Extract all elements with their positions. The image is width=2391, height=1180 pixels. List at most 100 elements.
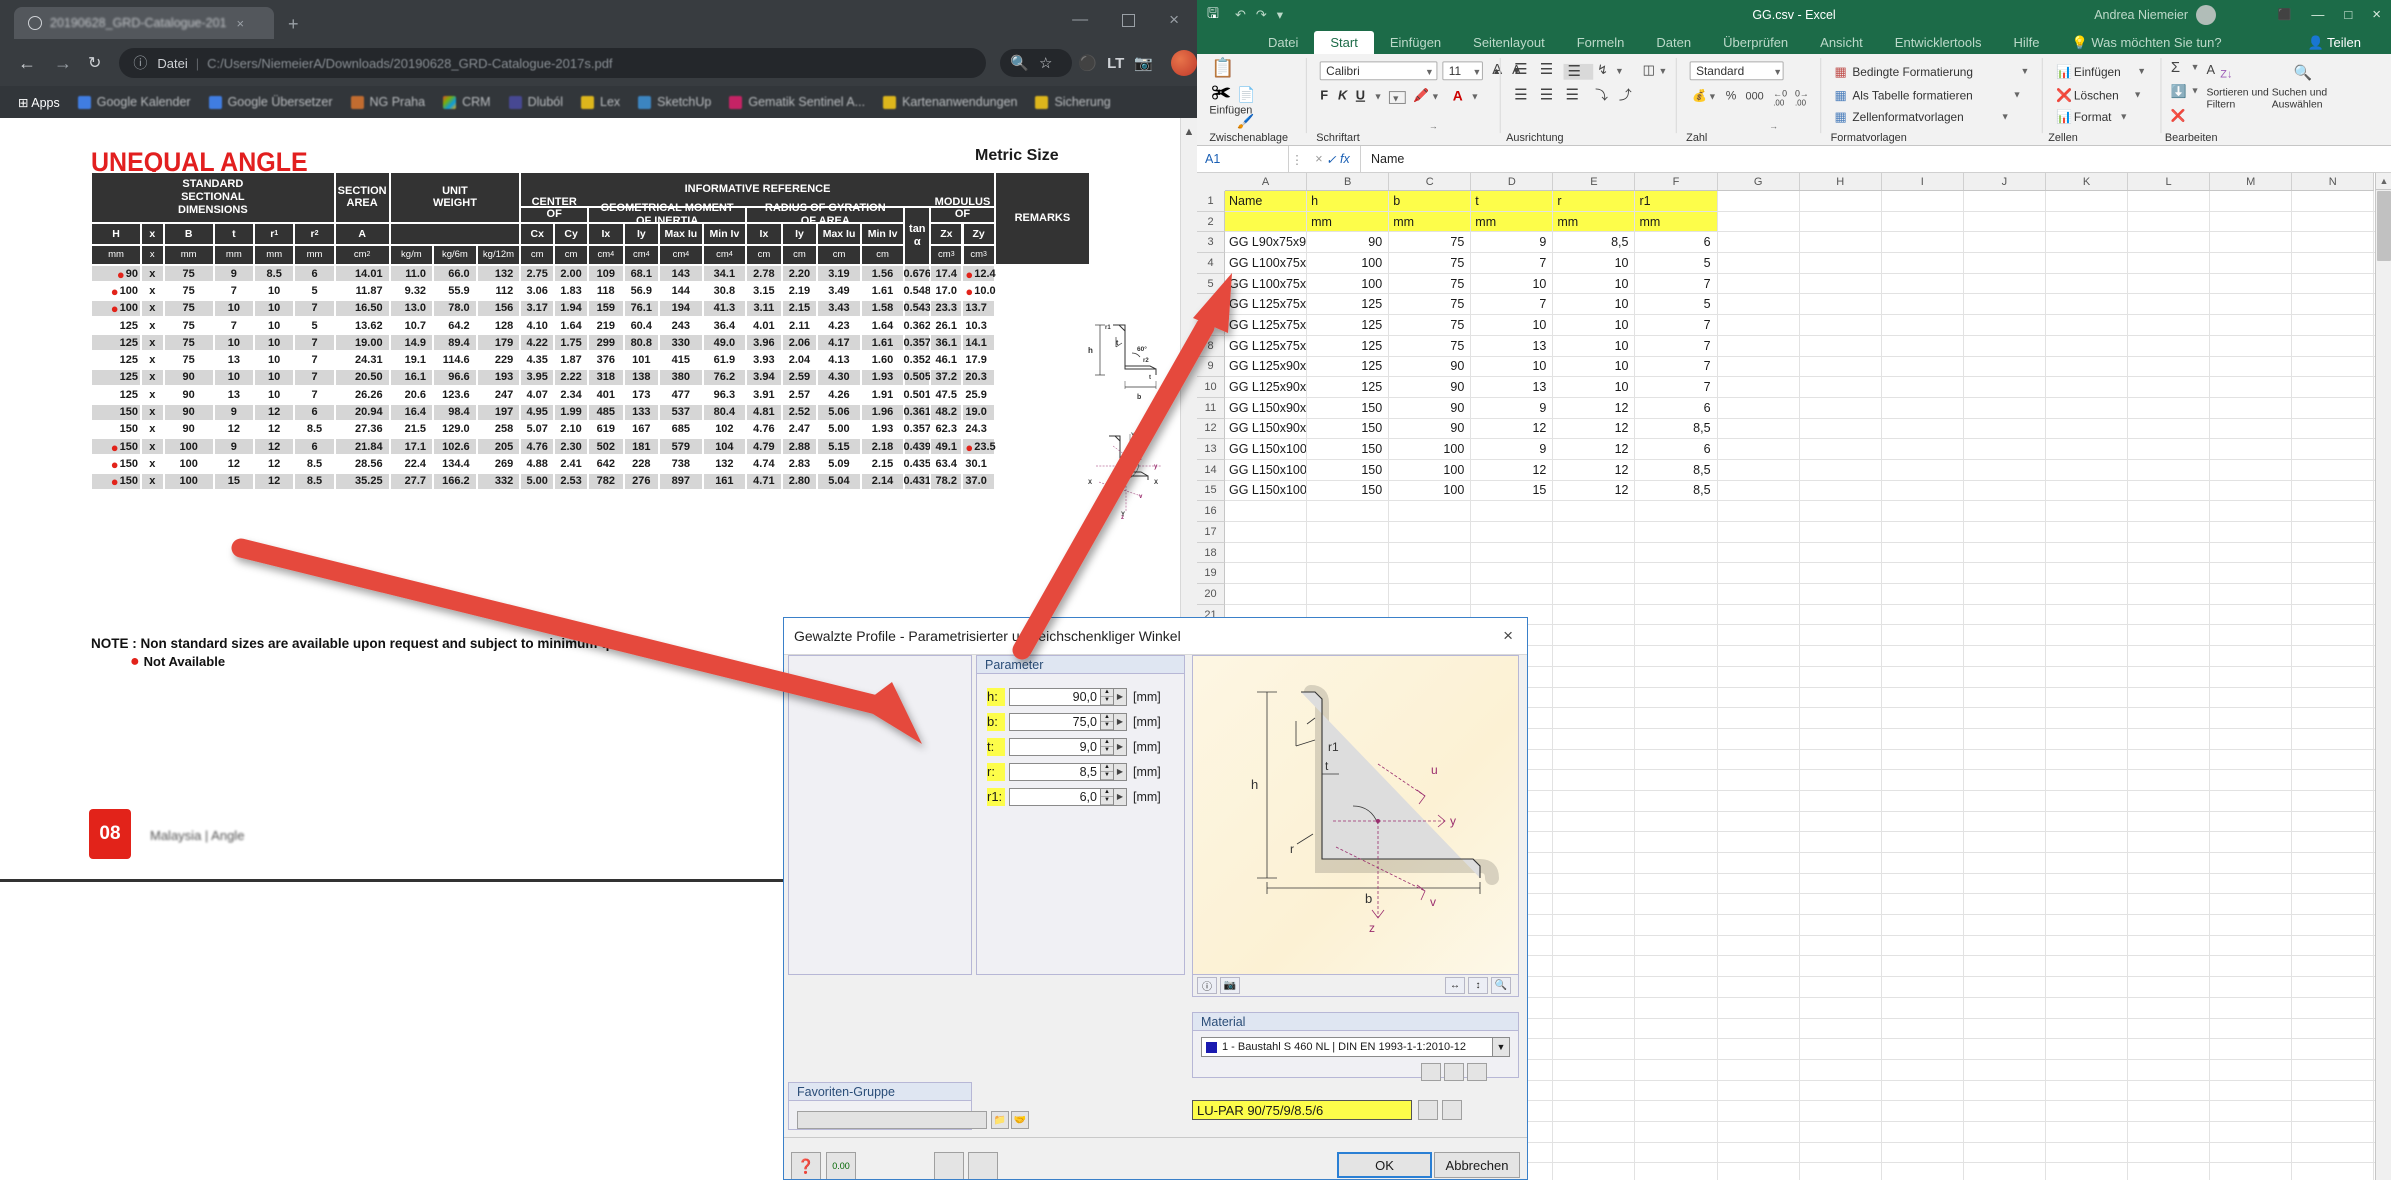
svg-text:⤵: ⤵ [1595, 88, 1608, 103]
svg-text:r: r [1290, 842, 1294, 856]
svg-text:⬇️: ⬇️ [2171, 84, 2187, 99]
svg-text:▼: ▼ [1391, 93, 1400, 103]
svg-text:t: t [1116, 340, 1119, 347]
svg-text:▼: ▼ [1615, 66, 1624, 76]
svg-text:☰: ☰ [1567, 64, 1580, 80]
svg-text:◫: ◫ [1643, 62, 1655, 77]
svg-text:Als Tabelle formatieren: Als Tabelle formatieren [1852, 89, 1972, 103]
svg-text:▼: ▼ [1708, 92, 1717, 102]
svg-text:v: v [1139, 494, 1143, 500]
svg-text:📊: 📊 [2056, 64, 2072, 79]
svg-text:☰: ☰ [1514, 88, 1527, 104]
svg-text:🔍: 🔍 [2294, 63, 2312, 82]
svg-text:t: t [1149, 375, 1151, 381]
svg-text:Suchen und: Suchen und [2272, 88, 2328, 99]
svg-text:b: b [1365, 891, 1372, 906]
svg-text:u: u [1431, 763, 1438, 777]
svg-text:X: X [1088, 480, 1092, 486]
svg-text:💰: 💰 [1692, 89, 1707, 103]
svg-text:Filtern: Filtern [2206, 99, 2235, 110]
svg-text:☰: ☰ [1540, 62, 1553, 78]
svg-text:Schriftart: Schriftart [1316, 132, 1360, 144]
svg-text:r1: r1 [1328, 740, 1339, 754]
svg-text:📊: 📊 [2056, 109, 2072, 124]
svg-text:h: h [1088, 346, 1093, 355]
svg-text:%: % [1726, 89, 1737, 103]
svg-text:0→: 0→ [1795, 89, 1809, 99]
svg-text:r1: r1 [1105, 325, 1111, 331]
svg-text:▼: ▼ [2021, 66, 2030, 76]
svg-text:↯: ↯ [1597, 62, 1608, 77]
svg-text:Löschen: Löschen [2074, 89, 2119, 103]
svg-text:☰: ☰ [1566, 88, 1579, 104]
svg-text:✀️: ✀️ [1211, 83, 1230, 105]
svg-text:K: K [1338, 88, 1349, 103]
svg-text:▼: ▼ [1425, 67, 1434, 77]
svg-text:▼: ▼ [2001, 111, 2010, 121]
svg-text:F: F [1320, 88, 1328, 103]
svg-text:u: u [1138, 456, 1142, 462]
svg-text:z: z [1369, 921, 1375, 935]
svg-text:r2: r2 [1143, 358, 1149, 364]
svg-text:→: → [1429, 121, 1438, 131]
svg-text:▼: ▼ [1773, 67, 1782, 77]
svg-text:.00: .00 [1773, 98, 1785, 107]
svg-text:▼: ▼ [1473, 67, 1482, 77]
svg-text:Bearbeiten: Bearbeiten [2165, 132, 2218, 144]
svg-text:Zwischenablage: Zwischenablage [1209, 132, 1288, 144]
svg-text:11: 11 [1449, 64, 1462, 78]
svg-text:❌: ❌ [2056, 88, 2072, 104]
svg-text:h: h [1251, 777, 1258, 792]
svg-text:Format: Format [2074, 110, 2112, 124]
svg-text:Ausrichtung: Ausrichtung [1506, 132, 1563, 144]
svg-text:Zahl: Zahl [1686, 132, 1707, 144]
svg-text:Zellenformatvorlagen: Zellenformatvorlagen [1852, 110, 1963, 124]
svg-text:A: A [1453, 87, 1463, 103]
svg-text:Calibri: Calibri [1326, 64, 1360, 78]
svg-text:🖍️: 🖍️ [1413, 88, 1429, 103]
svg-text:▼: ▼ [2133, 90, 2142, 100]
svg-text:Standard: Standard [1696, 64, 1744, 78]
svg-text:Z↓: Z↓ [2220, 69, 2232, 81]
svg-text:▦: ▦ [1835, 109, 1847, 124]
svg-text:60°: 60° [1137, 345, 1147, 353]
svg-text:y: y [1450, 814, 1456, 828]
svg-text:▼: ▼ [1374, 92, 1383, 102]
svg-text:←0: ←0 [1773, 89, 1787, 99]
svg-text:Bedingte Formatierung: Bedingte Formatierung [1852, 65, 1973, 79]
svg-text:▼: ▼ [1431, 92, 1440, 102]
svg-text:🖌️: 🖌️ [1237, 113, 1254, 130]
svg-text:▦: ▦ [1835, 64, 1847, 79]
svg-text:📄: 📄 [1237, 86, 1255, 104]
svg-text:⤴: ⤴ [1619, 88, 1632, 103]
svg-text:▼: ▼ [2119, 111, 2128, 121]
svg-text:000: 000 [1746, 91, 1764, 103]
svg-text:☰: ☰ [1540, 88, 1553, 104]
svg-text:☰: ☰ [1514, 62, 1527, 78]
svg-text:▼: ▼ [1658, 66, 1667, 76]
svg-text:Formatvorlagen: Formatvorlagen [1831, 132, 1907, 144]
svg-text:Zellen: Zellen [2048, 132, 2078, 144]
svg-text:X: X [1154, 480, 1158, 486]
svg-text:▼: ▼ [1471, 92, 1480, 102]
svg-text:y: y [1154, 464, 1158, 470]
svg-text:Σ: Σ [2171, 60, 2180, 76]
svg-text:Y: Y [1131, 433, 1135, 439]
svg-text:Auswählen: Auswählen [2272, 99, 2323, 110]
svg-text:U: U [1356, 88, 1365, 103]
svg-text:📋: 📋 [1211, 56, 1234, 79]
svg-text:▼: ▼ [2013, 90, 2022, 100]
svg-text:▼: ▼ [2191, 62, 2200, 72]
svg-text:Y: Y [1121, 512, 1125, 518]
svg-text:.00: .00 [1795, 98, 1807, 107]
svg-text:❌: ❌ [2171, 108, 2186, 122]
svg-text:→: → [1769, 121, 1778, 131]
svg-text:▼: ▼ [2137, 66, 2146, 76]
svg-text:b: b [1137, 394, 1141, 401]
svg-text:Einfügen: Einfügen [2074, 65, 2121, 79]
svg-text:v: v [1430, 895, 1436, 909]
svg-text:▦: ▦ [1835, 88, 1847, 103]
svg-text:▼: ▼ [2191, 86, 2200, 96]
svg-text:Sortieren und: Sortieren und [2206, 88, 2269, 99]
svg-text:A: A [2206, 62, 2215, 77]
